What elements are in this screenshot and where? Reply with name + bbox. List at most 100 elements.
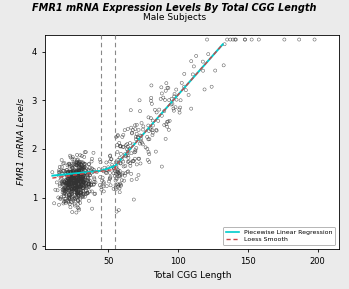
Point	[56, 168, 62, 173]
Point	[171, 106, 176, 111]
Point	[68, 170, 74, 175]
Point	[55, 188, 60, 192]
Point	[73, 170, 79, 175]
Point	[81, 165, 87, 170]
Point	[76, 193, 82, 198]
Point	[122, 173, 128, 178]
Point	[150, 123, 156, 128]
Point	[73, 179, 79, 184]
Point	[68, 190, 74, 195]
Point	[74, 187, 79, 191]
Point	[65, 181, 70, 186]
Point	[79, 169, 84, 174]
Point	[74, 186, 79, 191]
Point	[74, 210, 79, 215]
Point	[66, 182, 72, 187]
Point	[78, 172, 83, 176]
Point	[71, 162, 76, 166]
Point	[92, 177, 97, 181]
Point	[69, 188, 75, 193]
Point	[74, 163, 80, 167]
Point	[72, 181, 77, 185]
Point	[146, 129, 152, 133]
Point	[76, 194, 81, 199]
Point	[128, 171, 134, 176]
Point	[76, 173, 81, 177]
Point	[99, 187, 104, 192]
Point	[82, 150, 88, 155]
Point	[148, 125, 153, 130]
Point	[76, 176, 82, 180]
Point	[74, 195, 80, 200]
Point	[73, 175, 78, 180]
Point	[69, 181, 74, 186]
Point	[72, 173, 77, 177]
Point	[74, 190, 79, 195]
Point	[130, 159, 136, 164]
Point	[75, 201, 81, 206]
Point	[70, 169, 76, 173]
Point	[222, 42, 228, 47]
Point	[91, 182, 97, 186]
Point	[73, 181, 79, 185]
Point	[87, 173, 92, 178]
Point	[116, 174, 122, 179]
Point	[113, 178, 118, 183]
Point	[77, 177, 83, 181]
Point	[133, 127, 138, 131]
Point	[69, 189, 75, 194]
Point	[147, 160, 152, 164]
Point	[80, 160, 86, 165]
Point	[64, 185, 69, 190]
Point	[113, 171, 119, 176]
Point	[76, 166, 82, 170]
Point	[75, 162, 80, 166]
Point	[111, 171, 116, 175]
Point	[204, 37, 210, 42]
Point	[135, 135, 141, 140]
Point	[60, 180, 65, 185]
Point	[79, 192, 84, 197]
Point	[129, 131, 135, 136]
Point	[159, 114, 165, 118]
Point	[134, 162, 140, 167]
Point	[166, 127, 172, 132]
Point	[149, 83, 154, 88]
Point	[177, 110, 183, 115]
Point	[79, 176, 84, 181]
Point	[163, 88, 169, 93]
Point	[69, 187, 75, 192]
Point	[69, 173, 75, 178]
Point	[87, 165, 92, 170]
Point	[136, 173, 141, 177]
Point	[69, 182, 75, 187]
Point	[133, 134, 139, 139]
Point	[66, 169, 72, 174]
Point	[65, 176, 71, 181]
Point	[63, 187, 69, 191]
Point	[73, 188, 79, 192]
Point	[206, 52, 211, 56]
Point	[77, 176, 83, 181]
Point	[76, 160, 82, 165]
Point	[117, 174, 123, 179]
Point	[87, 189, 92, 194]
Point	[76, 184, 81, 188]
Point	[63, 172, 68, 177]
Point	[78, 166, 83, 171]
Point	[73, 169, 79, 173]
Point	[115, 133, 120, 137]
Point	[116, 160, 121, 165]
Point	[75, 180, 81, 185]
Point	[73, 185, 79, 190]
Point	[74, 178, 79, 183]
Point	[181, 84, 187, 89]
Point	[61, 168, 66, 173]
Point	[79, 160, 84, 164]
Point	[69, 200, 75, 205]
Point	[91, 168, 97, 172]
Point	[81, 173, 87, 178]
Point	[75, 169, 81, 174]
Point	[86, 162, 92, 166]
Point	[116, 171, 121, 175]
